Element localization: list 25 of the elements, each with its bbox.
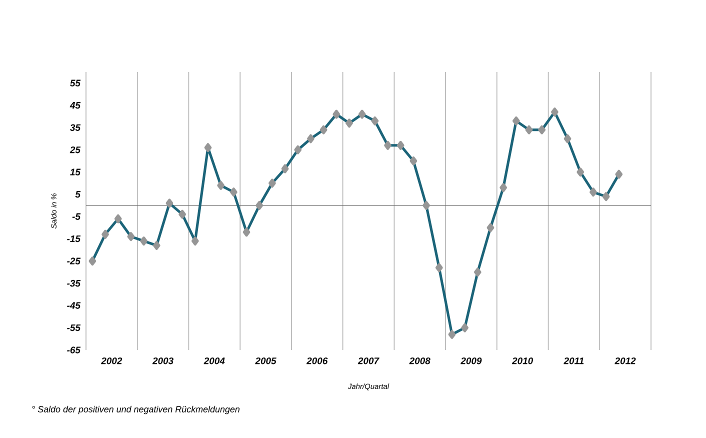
x-tick-label: 2005 — [255, 358, 276, 364]
y-tick-label: -25 — [67, 258, 81, 264]
y-tick-label: -45 — [67, 302, 81, 309]
y-tick-label: 15 — [70, 168, 81, 176]
y-tick-label: 55 — [70, 80, 81, 86]
x-tick-label: 2012 — [614, 358, 636, 364]
y-tick-label: -15 — [67, 235, 81, 242]
y-tick-label: 35 — [70, 124, 81, 131]
y-tick-label: -55 — [67, 324, 81, 332]
x-tick-label: 2007 — [358, 358, 380, 364]
text: ° Saldo der positiven und negativen Rückmeldungen — [32, 406, 240, 414]
y-tick-label: 25 — [70, 146, 81, 154]
y-tick-label: -35 — [67, 280, 81, 287]
x-tick-label: 2011 — [564, 358, 584, 364]
x-tick-label: 2003 — [152, 358, 174, 364]
x-tick-label: 2009 — [460, 358, 482, 364]
x-tick-label: 2010 — [512, 358, 534, 364]
x-tick-label: 2006 — [306, 358, 328, 364]
y-tick-label: 5 — [75, 191, 81, 198]
x-tick-label: 2008 — [409, 358, 430, 364]
y-tick-label: -65 — [67, 346, 81, 354]
y-tick-label: -5 — [72, 213, 81, 220]
x-tick-label: 2002 — [101, 358, 122, 364]
x-tick-label: 2004 — [204, 358, 225, 364]
y-tick-label: 45 — [70, 102, 81, 109]
